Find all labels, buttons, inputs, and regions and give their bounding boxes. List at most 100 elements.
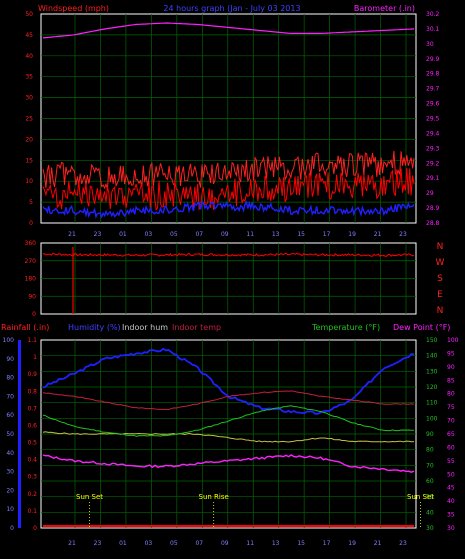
indoorHum-series [42, 431, 415, 443]
direction-ytick: 360 [25, 240, 37, 247]
humidity-ytick: 40 [6, 450, 14, 457]
humidity-ytick: 60 [6, 412, 14, 419]
rain-ytick: 0.4 [27, 457, 37, 464]
graph-title: 24 hours graph (Jan - July 03 2013 [163, 4, 300, 13]
indoorTemp-series [42, 390, 415, 411]
rain-ytick: 0.7 [27, 405, 37, 412]
dew-ytick: 35 [447, 512, 455, 519]
temp-ytick: 100 [426, 415, 438, 422]
weather-hour-label: 23 [94, 540, 102, 547]
dew-ytick: 100 [447, 337, 459, 344]
wind-hour-label: 23 [94, 231, 102, 238]
humidity-ytick: 90 [6, 356, 14, 363]
wind-speed-series [42, 168, 415, 212]
wind-hour-label: 23 [399, 231, 407, 238]
direction-ytick: 90 [28, 293, 36, 300]
barometer-ytick: 28.8 [426, 220, 440, 227]
weather-hour-label: 13 [272, 540, 280, 547]
temp-ytick: 140 [426, 353, 438, 360]
rain-ytick: 1 [33, 354, 37, 361]
wind-ytick: 25 [25, 116, 33, 123]
humidity-ytick: 10 [6, 506, 14, 513]
wind-ytick: 30 [25, 95, 33, 102]
barometer-ytick: 29.5 [426, 116, 440, 123]
direction-ytick: 180 [25, 276, 37, 283]
wind-ytick: 50 [25, 11, 33, 18]
weather-hour-label: 09 [221, 540, 229, 547]
barometer-ytick: 29.6 [426, 101, 440, 108]
weather-hour-label: 03 [145, 540, 153, 547]
temp-ytick: 60 [426, 478, 434, 485]
wind-hour-label: 13 [272, 231, 280, 238]
wind-hour-label: 21 [374, 231, 382, 238]
rain-ytick: 0.1 [27, 508, 37, 515]
humidity-ytick: 100 [3, 337, 15, 344]
rain-ytick: 0.3 [27, 474, 37, 481]
weather-hour-label: 01 [119, 540, 127, 547]
wind-ytick: 10 [25, 178, 33, 185]
temp-ytick: 70 [426, 462, 434, 469]
wind-ytick: 45 [25, 32, 33, 39]
dew-series [42, 454, 415, 473]
dew-ytick: 75 [447, 404, 455, 411]
temp-ytick: 30 [426, 525, 434, 532]
humidity-ytick: 20 [6, 487, 14, 494]
wind-ytick: 0 [29, 220, 33, 227]
windspeed-axis-title: Windspeed (mph) [38, 4, 109, 13]
rain-ytick: 0.8 [27, 388, 37, 395]
wind-average-series [42, 200, 415, 220]
dew-ytick: 85 [447, 377, 455, 384]
weather-hour-label: 17 [323, 540, 331, 547]
weather-hour-label: 07 [195, 540, 203, 547]
barometer-ytick: 30.1 [426, 26, 440, 33]
rain-ytick: 0.6 [27, 422, 37, 429]
barometer-ytick: 29 [426, 190, 434, 197]
direction-ytick: 270 [25, 258, 37, 265]
indoor-temp-title: Indoor temp [172, 323, 221, 332]
barometer-ytick: 29.3 [426, 145, 440, 152]
humidity-ytick: 50 [6, 431, 14, 438]
humidity-axis-bar [18, 340, 21, 528]
sun-event-label: Sun Rise [199, 493, 229, 501]
sun-event-label: Sun Set [407, 493, 434, 501]
wind-hour-label: 17 [323, 231, 331, 238]
wind-hour-label: 11 [246, 231, 254, 238]
humidity-ytick: 70 [6, 393, 14, 400]
dew-ytick: 95 [447, 350, 455, 357]
wind-gust-series [42, 150, 415, 190]
weather-hour-label: 23 [399, 540, 407, 547]
wind-ytick: 35 [25, 74, 33, 81]
temp-ytick: 40 [426, 509, 434, 516]
wind-hour-label: 21 [68, 231, 76, 238]
wind-ytick: 5 [29, 199, 33, 206]
sun-event-label: Sun Set [76, 493, 103, 501]
dew-ytick: 70 [447, 418, 455, 425]
temperature-axis-title: Temperature (°F) [311, 323, 380, 332]
barometer-ytick: 29.4 [426, 130, 440, 137]
barometer-ytick: 29.7 [426, 86, 440, 93]
barometer-ytick: 29.2 [426, 160, 440, 167]
dew-ytick: 60 [447, 444, 455, 451]
weather-hour-label: 21 [374, 540, 382, 547]
barometer-ytick: 29.9 [426, 56, 440, 63]
barometer-ytick: 28.9 [426, 205, 440, 212]
temp-ytick: 130 [426, 368, 438, 375]
dew-ytick: 55 [447, 458, 455, 465]
wind-hour-label: 19 [348, 231, 356, 238]
rainfall-axis-title: Rainfall (.in) [1, 323, 49, 332]
dew-ytick: 50 [447, 471, 455, 478]
rain-ytick: 1.1 [27, 337, 37, 344]
wind-hour-label: 03 [145, 231, 153, 238]
humidity-ytick: 30 [6, 469, 14, 476]
weather-hour-label: 19 [348, 540, 356, 547]
weather-hour-label: 15 [297, 540, 305, 547]
rain-ytick: 0.9 [27, 371, 37, 378]
dewpoint-axis-title: Dew Point (°F) [393, 323, 450, 332]
wind-hour-label: 07 [195, 231, 203, 238]
compass-label: N [437, 242, 444, 252]
wind-ytick: 15 [25, 157, 33, 164]
barometer-axis-title: Barometer (.in) [354, 4, 415, 13]
compass-label: N [437, 306, 444, 316]
temp-ytick: 90 [426, 431, 434, 438]
